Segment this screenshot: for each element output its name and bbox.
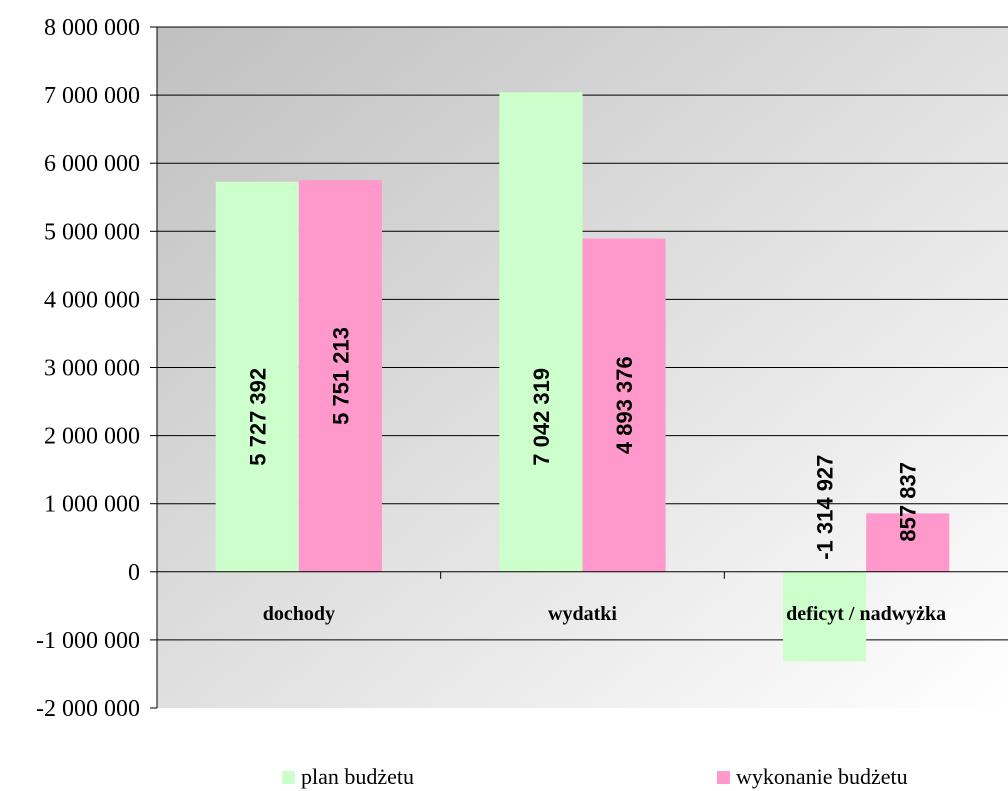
data-label: 4 893 376 — [612, 356, 637, 454]
y-tick-label: 4 000 000 — [44, 287, 140, 313]
bar-execution — [298, 180, 382, 572]
category-label: dochody — [263, 603, 335, 625]
y-tick-label: -2 000 000 — [36, 696, 140, 722]
data-label: 5 727 392 — [245, 368, 270, 466]
axes — [150, 26, 1008, 709]
y-tick-label: 3 000 000 — [44, 356, 140, 382]
category-label: deficyt / nadwyżka — [786, 603, 946, 625]
y-tick-label: 8 000 000 — [44, 15, 140, 41]
bars — [215, 92, 950, 662]
y-tick-label: 2 000 000 — [44, 424, 140, 450]
y-tick-label: 0 — [128, 560, 140, 586]
y-tick-label: 6 000 000 — [44, 151, 140, 177]
legend-item-plan: plan budżetu — [282, 764, 414, 790]
data-label: 7 042 319 — [529, 368, 554, 466]
y-tick-label: -1 000 000 — [36, 628, 140, 654]
bar-plan — [215, 181, 299, 572]
legend-swatch-plan — [282, 770, 295, 784]
y-tick-label: 5 000 000 — [44, 219, 140, 245]
data-label: 5 751 213 — [328, 327, 353, 425]
data-label: -1 314 927 — [813, 455, 838, 560]
bar-execution — [866, 513, 950, 572]
y-tick-label: 7 000 000 — [44, 83, 140, 109]
bar-execution — [582, 238, 666, 572]
data-label: 857 837 — [896, 462, 921, 542]
bar-plan — [499, 92, 583, 572]
legend-item-execution: wykonanie budżetu — [717, 764, 908, 790]
category-label: wydatki — [548, 603, 617, 625]
legend-label-plan: plan budżetu — [301, 764, 415, 789]
legend-swatch-execution — [717, 770, 730, 784]
bar-plan — [783, 571, 867, 662]
legend-label-execution: wykonanie budżetu — [736, 764, 908, 789]
labels: -2 000 000 -1 000 000 0 1 000 000 2 000 000 3… — [36, 15, 946, 722]
y-tick-label: 1 000 000 — [44, 492, 140, 518]
